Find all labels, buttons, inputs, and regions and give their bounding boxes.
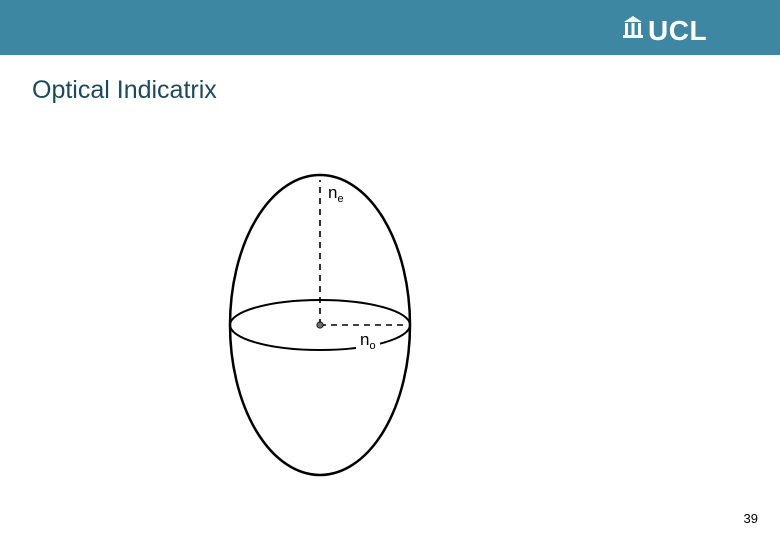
ucl-logo-text: UCL	[648, 15, 707, 47]
label-no-sub: o	[369, 340, 375, 352]
ucl-logo: UCL	[622, 14, 707, 47]
page-number: 39	[744, 511, 758, 526]
indicatrix-svg: ne no	[200, 170, 440, 480]
label-ne-sub: e	[337, 193, 343, 205]
equator-front	[230, 325, 410, 350]
center-dot	[317, 322, 323, 328]
slide-title: Optical Indicatrix	[32, 76, 217, 105]
label-no-main: n	[360, 330, 369, 349]
label-ne-main: n	[328, 183, 337, 202]
indicatrix-diagram: ne no	[200, 170, 440, 480]
slide: UCL Optical Indicatrix ne no 39	[0, 0, 780, 540]
portico-icon	[622, 14, 644, 45]
